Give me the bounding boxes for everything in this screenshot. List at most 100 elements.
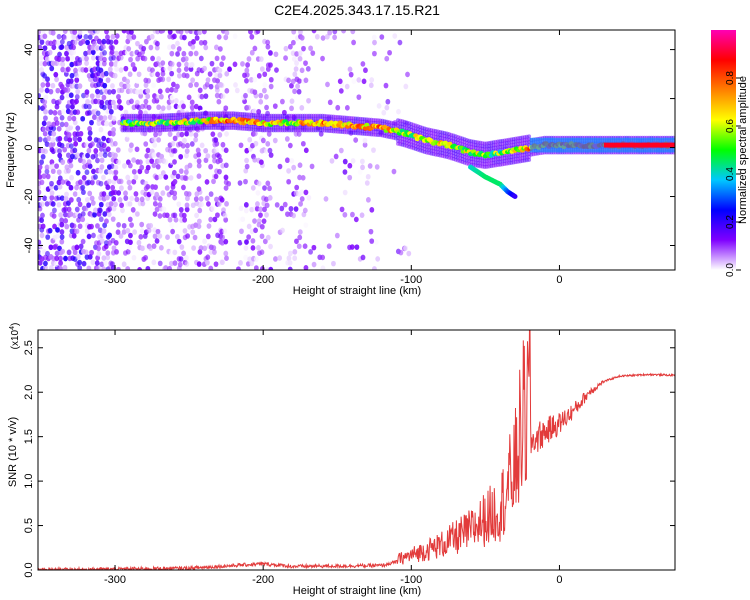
noise-cell [396, 108, 401, 115]
spectrogram-xlabel: Height of straight line (km) [293, 285, 421, 297]
noise-cell [288, 205, 294, 212]
noise-cell [124, 136, 130, 142]
noise-cell [71, 49, 77, 56]
noise-cell [111, 88, 116, 95]
noise-cell [339, 206, 345, 213]
noise-cell [72, 30, 78, 35]
noise-cell [258, 159, 264, 165]
noise-cell [77, 136, 83, 143]
noise-cell [89, 249, 94, 256]
noise-cell [59, 229, 65, 235]
noise-cell [140, 245, 145, 252]
noise-cell [160, 105, 166, 111]
snr-plot-area [38, 330, 675, 570]
noise-cell [163, 174, 169, 180]
noise-cell [178, 153, 184, 160]
noise-cell [70, 103, 75, 110]
noise-cell [148, 44, 154, 51]
noise-cell [50, 141, 56, 147]
noise-cell [41, 120, 47, 127]
noise-cell [68, 184, 74, 191]
noise-cell [67, 137, 73, 143]
noise-cell [101, 191, 107, 197]
noise-cell [403, 245, 408, 252]
noise-cell [237, 239, 243, 246]
noise-cell [301, 45, 306, 52]
noise-cell [118, 67, 124, 73]
noise-cell [56, 56, 62, 62]
noise-cell [202, 245, 208, 252]
noise-cell [338, 147, 344, 154]
noise-cell [93, 207, 98, 214]
noise-cell [267, 185, 272, 192]
noise-cell [204, 259, 210, 266]
noise-cell [181, 50, 187, 57]
noise-cell [129, 195, 135, 202]
noise-cell [125, 83, 131, 89]
noise-cell [47, 49, 53, 56]
noise-cell [110, 184, 116, 191]
noise-cell [196, 261, 202, 267]
noise-cell [95, 88, 100, 95]
noise-cell [75, 169, 81, 176]
noise-cell [108, 201, 114, 207]
noise-cell [392, 33, 398, 39]
noise-cell [136, 104, 142, 111]
noise-cell [256, 180, 262, 187]
noise-cell [57, 152, 63, 159]
noise-cell [118, 178, 124, 185]
noise-cell [128, 232, 133, 239]
noise-cell [385, 98, 391, 105]
noise-cell [41, 243, 47, 249]
noise-cell [138, 89, 144, 95]
noise-cell [59, 195, 65, 201]
noise-cell [38, 239, 42, 246]
noise-cell [107, 89, 112, 95]
noise-cell [127, 244, 133, 251]
noise-cell [204, 195, 210, 202]
noise-cell [189, 61, 195, 68]
noise-cell [258, 56, 264, 62]
noise-cell [223, 185, 229, 191]
noise-cell [246, 234, 252, 240]
noise-cell [86, 265, 92, 270]
noise-cell [220, 163, 226, 169]
noise-cell [183, 56, 189, 62]
noise-cell [125, 78, 131, 85]
noise-cell [223, 162, 229, 169]
noise-cell [205, 153, 211, 159]
noise-cell [50, 163, 56, 170]
noise-cell [74, 228, 80, 235]
noise-cell [172, 148, 178, 154]
noise-cell [145, 88, 151, 94]
noise-cell [215, 212, 220, 218]
noise-cell [273, 51, 279, 58]
noise-cell [129, 30, 134, 35]
noise-cell [348, 71, 354, 78]
noise-cell [323, 196, 329, 202]
noise-cell [86, 202, 92, 208]
noise-cell [151, 71, 157, 78]
noise-cell [101, 104, 107, 111]
noise-cell [208, 249, 214, 255]
noise-cell [188, 82, 194, 89]
colorbar-tick-label: 0.6 [725, 119, 736, 133]
noise-cell [67, 115, 72, 122]
noise-cell [77, 30, 83, 36]
noise-cell [109, 163, 115, 170]
noise-cell [244, 72, 250, 78]
noise-cell [375, 256, 381, 262]
noise-cell [113, 39, 119, 45]
noise-cell [196, 218, 202, 225]
noise-cell [38, 189, 42, 196]
noise-cell [347, 162, 353, 169]
noise-cell [372, 50, 377, 57]
noise-cell [38, 164, 43, 170]
noise-cell [262, 87, 267, 94]
noise-cell [268, 50, 273, 56]
noise-cell [78, 130, 84, 137]
noise-cell [196, 186, 202, 192]
noise-cell [247, 136, 253, 143]
noise-cell [107, 66, 113, 73]
noise-cell [205, 233, 211, 240]
